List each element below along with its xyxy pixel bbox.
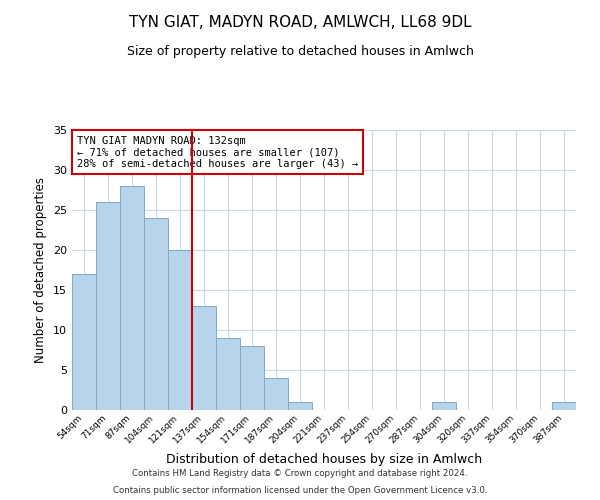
Bar [192, 306, 216, 410]
Bar [168, 250, 192, 410]
Text: Size of property relative to detached houses in Amlwch: Size of property relative to detached ho… [127, 45, 473, 58]
X-axis label: Distribution of detached houses by size in Amlwch: Distribution of detached houses by size … [166, 453, 482, 466]
Bar [240, 346, 264, 410]
Bar [552, 402, 576, 410]
Bar [72, 274, 96, 410]
Bar [264, 378, 288, 410]
Text: Contains public sector information licensed under the Open Government Licence v3: Contains public sector information licen… [113, 486, 487, 495]
Y-axis label: Number of detached properties: Number of detached properties [34, 177, 47, 363]
Bar [432, 402, 456, 410]
Bar [144, 218, 168, 410]
Text: TYN GIAT MADYN ROAD: 132sqm
← 71% of detached houses are smaller (107)
28% of se: TYN GIAT MADYN ROAD: 132sqm ← 71% of det… [77, 136, 358, 169]
Bar [120, 186, 144, 410]
Bar [96, 202, 120, 410]
Bar [288, 402, 312, 410]
Text: Contains HM Land Registry data © Crown copyright and database right 2024.: Contains HM Land Registry data © Crown c… [132, 468, 468, 477]
Bar [216, 338, 240, 410]
Text: TYN GIAT, MADYN ROAD, AMLWCH, LL68 9DL: TYN GIAT, MADYN ROAD, AMLWCH, LL68 9DL [128, 15, 472, 30]
